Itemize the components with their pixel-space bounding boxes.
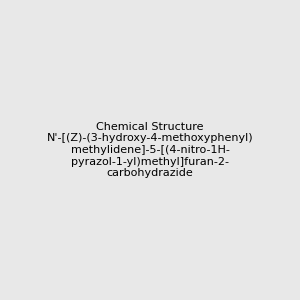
Text: Chemical Structure
N'-[(Z)-(3-hydroxy-4-methoxyphenyl)
methylidene]-5-[(4-nitro-: Chemical Structure N'-[(Z)-(3-hydroxy-4-… <box>47 122 253 178</box>
